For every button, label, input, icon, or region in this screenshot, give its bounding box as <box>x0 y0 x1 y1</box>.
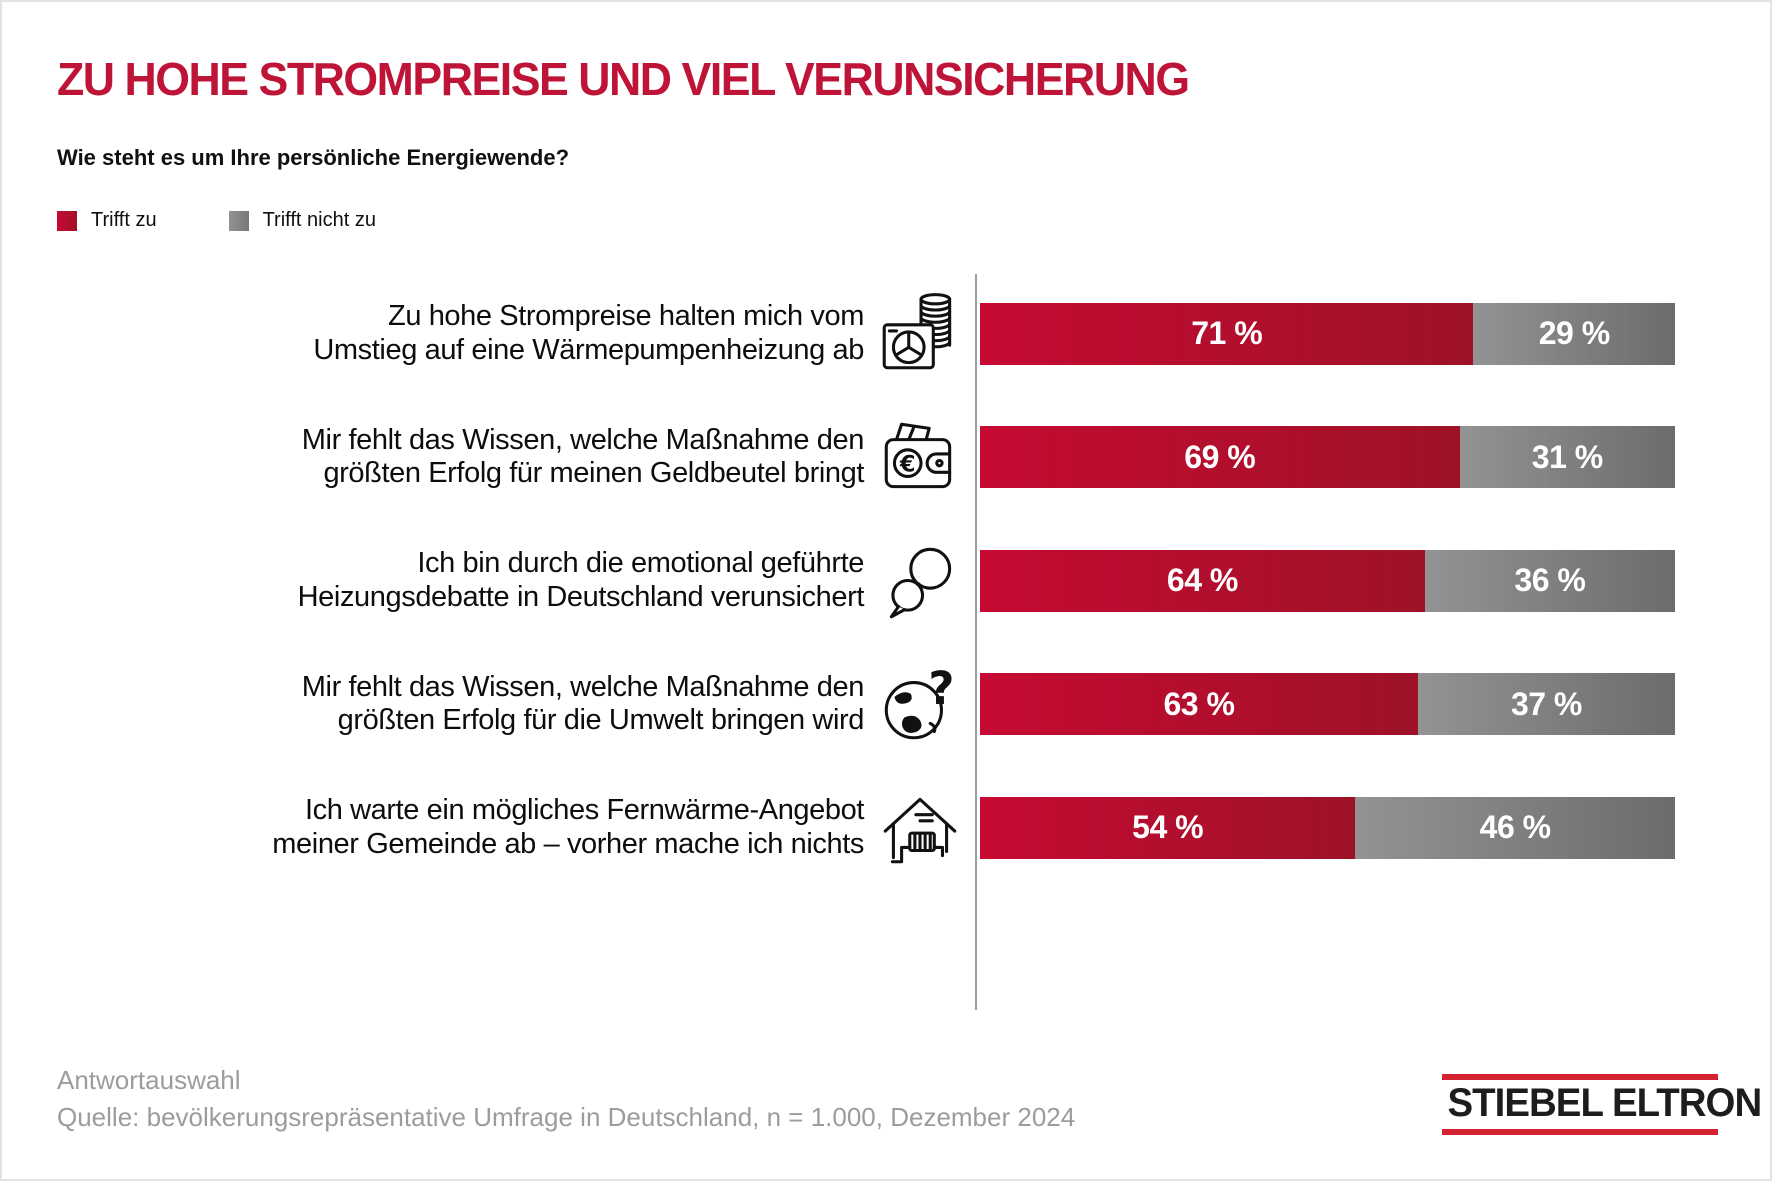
statement-line-1: Mir fehlt das Wissen, welche Maßnahme de… <box>301 670 865 703</box>
axis-baseline <box>975 274 977 1010</box>
source-note: Antwortauswahl Quelle: bevölkerungsreprä… <box>57 1062 1075 1136</box>
bar-segment-trifft-nicht-zu: 46 % <box>1355 796 1675 859</box>
logo-wordmark: STIEBEL ELTRON <box>1447 1081 1763 1125</box>
heat-pump-coins-icon <box>864 288 976 380</box>
statement-line-1: Mir fehlt das Wissen, welche Maßnahme de… <box>301 423 865 456</box>
bar-segment-trifft-zu: 63 % <box>980 673 1418 736</box>
bar-segment-trifft-nicht-zu: 31 % <box>1459 426 1675 489</box>
statement-label: Ich warte ein mögliches Fernwärme-Angebo… <box>57 794 864 861</box>
bar-chart: Zu hohe Strompreise halten mich vom Umst… <box>57 272 1679 1010</box>
bar-segment-trifft-nicht-zu: 29 % <box>1473 302 1675 365</box>
stacked-bar: 64 % 36 % <box>980 549 1675 612</box>
chart-row: Ich warte ein mögliches Fernwärme-Angebo… <box>57 766 1679 890</box>
statement-line-2: Umstieg auf eine Wärmepumpenheizung ab <box>313 333 864 366</box>
statement-line-2: Heizungsdebatte in Deutschland verunsich… <box>297 580 865 613</box>
bar-segment-trifft-zu: 69 % <box>980 426 1460 489</box>
svg-text:€: € <box>899 452 916 478</box>
bar-segment-trifft-nicht-zu: 37 % <box>1417 673 1675 736</box>
legend-item-trifft-zu: Trifft zu <box>57 209 157 232</box>
chart-question: Wie steht es um Ihre persönliche Energie… <box>57 145 570 170</box>
statement-line-1: Ich bin durch die emotional geführte <box>417 547 864 580</box>
chart-row: Mir fehlt das Wissen, welche Maßnahme de… <box>57 643 1679 767</box>
wallet-euro-icon: € <box>864 411 976 503</box>
chart-row: Ich bin durch die emotional geführte Hei… <box>57 519 1679 643</box>
value-label-trifft-zu: 71 % <box>1191 315 1263 352</box>
globe-question-icon: ? <box>864 658 976 750</box>
footer-line-2: Quelle: bevölkerungsrepräsentative Umfra… <box>57 1101 1076 1132</box>
chart-rows: Zu hohe Strompreise halten mich vom Umst… <box>57 272 1679 890</box>
value-label-trifft-nicht-zu: 36 % <box>1514 562 1586 599</box>
legend-item-trifft-nicht-zu: Trifft nicht zu <box>228 209 376 232</box>
stacked-bar: 54 % 46 % <box>980 796 1675 859</box>
stacked-bar: 71 % 29 % <box>980 302 1675 365</box>
legend-swatch-red <box>57 210 77 231</box>
value-label-trifft-zu: 64 % <box>1166 562 1238 599</box>
stacked-bar: 69 % 31 % <box>980 426 1675 489</box>
statement-line-1: Ich warte ein mögliches Fernwärme-Angebo… <box>304 794 864 827</box>
statement-line-2: größten Erfolg für meinen Geldbeutel bri… <box>323 457 864 490</box>
statement-line-2: meiner Gemeinde ab – vorher mache ich ni… <box>272 827 864 860</box>
speech-bubbles-icon <box>864 535 976 627</box>
bar-segment-trifft-zu: 54 % <box>980 796 1356 859</box>
value-label-trifft-nicht-zu: 46 % <box>1479 809 1551 846</box>
legend-swatch-gray <box>228 210 249 231</box>
legend: Trifft zu Trifft nicht zu <box>57 209 376 232</box>
statement-line-2: größten Erfolg für die Umwelt bringen wi… <box>337 704 865 737</box>
legend-label: Trifft nicht zu <box>262 209 376 231</box>
house-radiator-icon <box>864 782 976 874</box>
value-label-trifft-nicht-zu: 37 % <box>1510 685 1582 722</box>
stacked-bar: 63 % 37 % <box>980 673 1675 736</box>
bar-segment-trifft-zu: 71 % <box>980 302 1474 365</box>
value-label-trifft-zu: 54 % <box>1132 809 1204 846</box>
value-label-trifft-zu: 63 % <box>1163 685 1235 722</box>
page-title: ZU HOHE STROMPREISE UND VIEL VERUNSICHER… <box>57 53 1190 105</box>
bar-segment-trifft-zu: 64 % <box>980 549 1425 612</box>
footer-line-1: Antwortauswahl <box>57 1065 241 1095</box>
statement-line-1: Zu hohe Strompreise halten mich vom <box>388 300 864 333</box>
svg-text:?: ? <box>928 662 954 715</box>
statement-label: Mir fehlt das Wissen, welche Maßnahme de… <box>57 423 865 491</box>
value-label-trifft-zu: 69 % <box>1184 438 1256 475</box>
stiebel-eltron-logo: STIEBEL ELTRON <box>1442 1074 1763 1135</box>
statement-label: Ich bin durch die emotional geführte Hei… <box>57 547 865 614</box>
value-label-trifft-nicht-zu: 31 % <box>1531 438 1603 475</box>
statement-label: Zu hohe Strompreise halten mich vom Umst… <box>57 300 864 367</box>
chart-row: Mir fehlt das Wissen, welche Maßnahme de… <box>57 396 1679 520</box>
statement-label: Mir fehlt das Wissen, welche Maßnahme de… <box>57 670 865 738</box>
chart-row: Zu hohe Strompreise halten mich vom Umst… <box>57 272 1679 396</box>
bar-segment-trifft-nicht-zu: 36 % <box>1424 549 1675 612</box>
legend-label: Trifft zu <box>91 209 157 231</box>
value-label-trifft-nicht-zu: 29 % <box>1538 315 1610 352</box>
